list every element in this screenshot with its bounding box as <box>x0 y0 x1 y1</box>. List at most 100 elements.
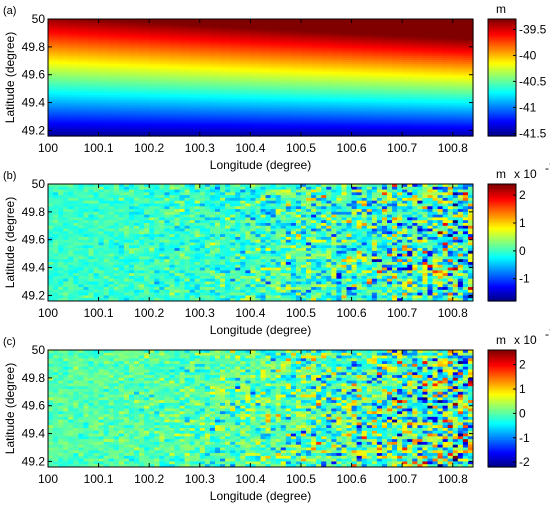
heatmap-cell <box>341 116 353 120</box>
heatmap-cell <box>316 203 322 207</box>
heatmap-cell <box>179 93 191 96</box>
heatmap-cell <box>371 63 383 67</box>
heatmap-cell <box>356 231 363 235</box>
heatmap-cell <box>144 245 150 249</box>
heatmap-cell <box>169 203 175 207</box>
heatmap-cell <box>235 206 241 210</box>
heatmap-cell <box>392 116 403 120</box>
heatmap-cell <box>366 225 373 230</box>
heatmap-cell <box>270 71 282 75</box>
heatmap-cell <box>230 26 241 30</box>
heatmap-cell <box>118 95 130 98</box>
y-axis-label: Latitude (degree) <box>3 32 17 123</box>
heatmap-cell <box>412 242 418 246</box>
heatmap-cell <box>386 225 393 230</box>
heatmap-cell <box>321 69 332 73</box>
heatmap-cell <box>174 209 181 213</box>
heatmap-cell <box>392 236 398 241</box>
heatmap-cell <box>139 34 150 38</box>
heatmap-cell <box>220 228 226 232</box>
heatmap-cell <box>214 239 221 243</box>
heatmap-cell <box>300 28 312 32</box>
heatmap-cell <box>326 195 332 199</box>
heatmap-cell <box>386 217 393 221</box>
heatmap-cell <box>346 231 353 235</box>
heatmap-cell <box>412 20 424 24</box>
heatmap-cell <box>351 134 363 137</box>
heatmap-cell <box>199 253 206 257</box>
heatmap-cell <box>250 59 262 63</box>
heatmap-cell <box>98 245 105 249</box>
heatmap-cell <box>260 236 267 241</box>
heatmap-cell <box>220 245 226 249</box>
heatmap-cell <box>371 130 383 133</box>
heatmap-cell <box>361 73 373 77</box>
heatmap-cell <box>306 256 312 260</box>
heatmap-cell <box>356 223 363 227</box>
heatmap-cell <box>58 225 64 230</box>
heatmap-cell <box>98 40 110 43</box>
heatmap-cell <box>169 231 175 235</box>
heatmap-cell <box>88 200 95 204</box>
heatmap-cell <box>230 28 241 32</box>
heatmap-cell <box>452 106 464 110</box>
heatmap-cell <box>48 58 59 61</box>
heatmap-cell <box>381 228 388 232</box>
heatmap-cell <box>199 42 211 45</box>
heatmap-cell <box>306 209 312 213</box>
heatmap-cell <box>290 30 302 34</box>
heatmap-cell <box>78 195 84 199</box>
heatmap-cell <box>58 122 69 125</box>
heatmap-cell <box>240 69 251 73</box>
heatmap-cell <box>341 71 353 75</box>
heatmap-cell <box>417 203 423 207</box>
heatmap-cell <box>331 91 343 94</box>
heatmap-cell <box>381 106 393 110</box>
heatmap-cell <box>250 186 256 191</box>
heatmap-cell <box>412 87 424 90</box>
heatmap-cell <box>98 71 110 75</box>
heatmap-cell <box>78 87 90 90</box>
heatmap-cell <box>199 128 211 131</box>
heatmap-cell <box>346 217 353 221</box>
heatmap-cell <box>108 223 115 227</box>
x-axis-label: Longitude (degree) <box>210 158 311 172</box>
heatmap-cell <box>78 114 90 118</box>
heatmap-cell <box>149 203 155 207</box>
heatmap-cell <box>392 200 398 204</box>
heatmap-cell <box>220 220 226 224</box>
heatmap-cell <box>321 253 327 257</box>
heatmap-cell <box>240 26 251 30</box>
heatmap-cell <box>83 239 89 243</box>
heatmap-cell <box>376 189 383 193</box>
heatmap-cell <box>149 242 155 246</box>
heatmap-cell <box>88 40 100 43</box>
heatmap-cell <box>68 54 79 57</box>
heatmap-cell <box>386 250 393 255</box>
heatmap-cell <box>149 69 160 73</box>
heatmap-cell <box>128 118 140 121</box>
heatmap-cell <box>331 120 343 123</box>
heatmap-cell <box>467 217 474 221</box>
heatmap-cell <box>392 38 403 42</box>
heatmap-cell <box>300 48 312 51</box>
heatmap-cell <box>108 20 120 24</box>
heatmap-cell <box>108 242 115 246</box>
heatmap-cell <box>321 231 327 235</box>
heatmap-cell <box>427 253 434 257</box>
heatmap-cell <box>351 114 363 118</box>
heatmap-cell <box>214 236 221 241</box>
heatmap-cell <box>402 75 413 79</box>
heatmap-cell <box>139 231 145 235</box>
heatmap-cell <box>270 48 282 51</box>
heatmap-cell <box>159 50 171 53</box>
heatmap-cell <box>326 234 332 238</box>
heatmap-cell <box>63 189 69 193</box>
heatmap-cell <box>356 211 363 216</box>
heatmap-cell <box>361 59 373 63</box>
heatmap-cell <box>467 192 474 196</box>
heatmap-cell <box>225 197 231 202</box>
heatmap-cell <box>189 256 196 260</box>
heatmap-cell <box>58 75 69 79</box>
heatmap-cell <box>128 46 140 49</box>
